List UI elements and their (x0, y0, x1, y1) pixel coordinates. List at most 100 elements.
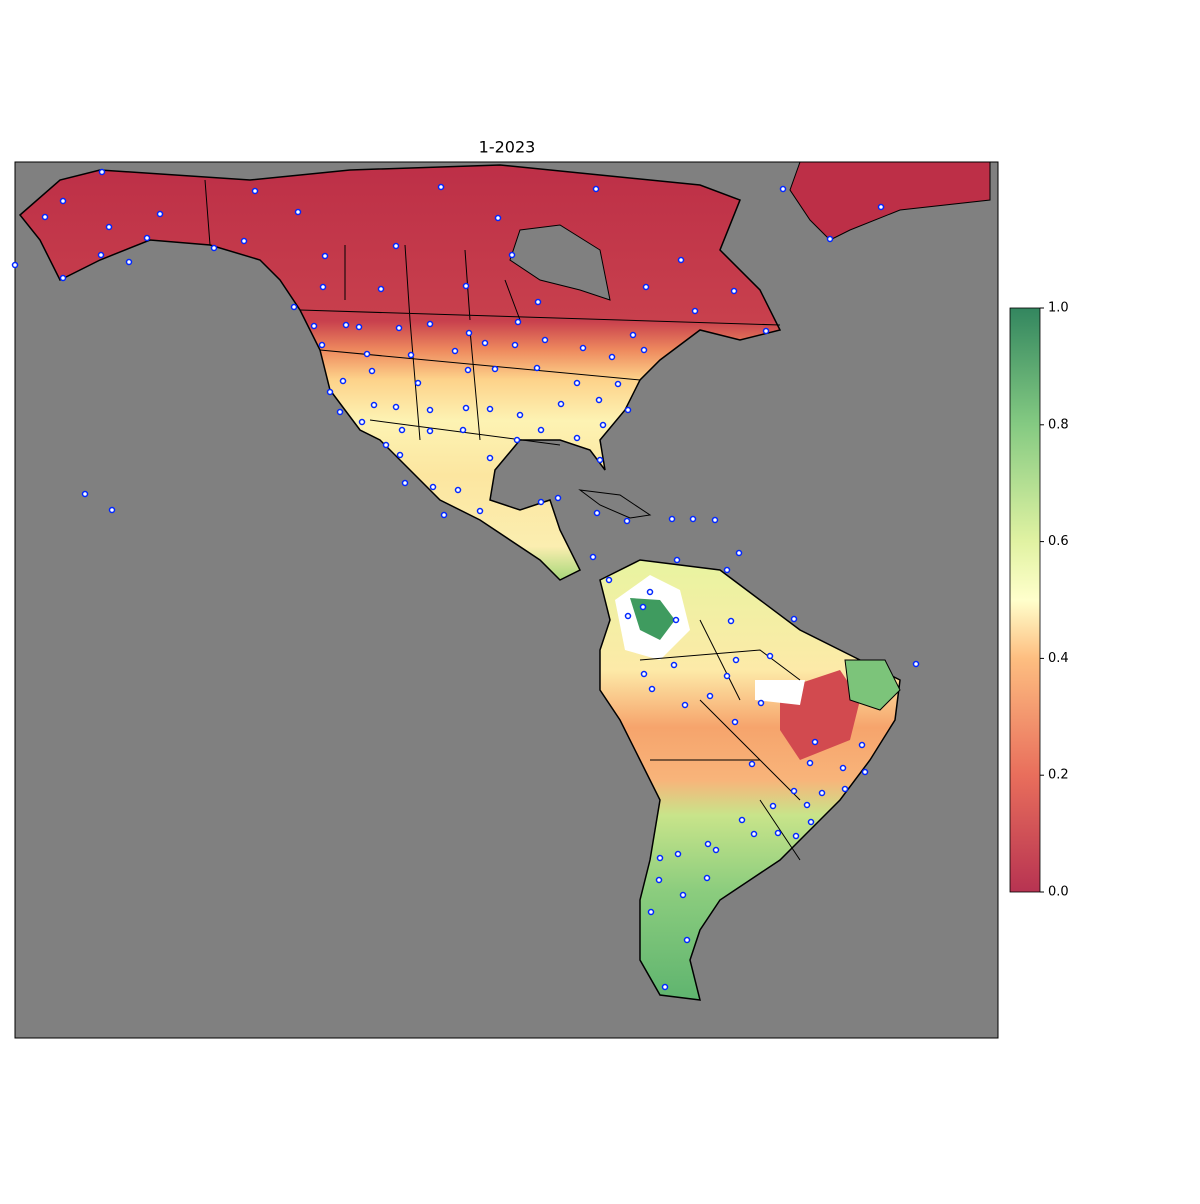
station-dot (451, 347, 459, 355)
station-dot (673, 556, 681, 564)
station-dot (514, 318, 522, 326)
station-dot (608, 353, 616, 361)
colorbar-tick-label: 0.2 (1048, 768, 1069, 783)
station-dot (806, 759, 814, 767)
map-title: 1-2023 (479, 138, 536, 157)
station-dot (689, 515, 697, 523)
station-dot (426, 406, 434, 414)
station-dot (648, 685, 656, 693)
station-dot (143, 234, 151, 242)
station-dot (513, 436, 521, 444)
map-area (11, 161, 999, 1039)
station-dot (336, 408, 344, 416)
station-dot (677, 256, 685, 264)
greenland (789, 161, 991, 241)
station-dot (125, 258, 133, 266)
station-dot (596, 456, 604, 464)
station-dot (541, 336, 549, 344)
station-dot (912, 660, 920, 668)
station-dot (537, 426, 545, 434)
station-dot (59, 274, 67, 282)
station-dot (792, 832, 800, 840)
station-dot (156, 210, 164, 218)
station-dot (672, 616, 680, 624)
station-dot (640, 670, 648, 678)
station-dot (748, 760, 756, 768)
station-dot (670, 661, 678, 669)
station-dot (704, 840, 712, 848)
station-dot (766, 652, 774, 660)
station-dot (703, 874, 711, 882)
station-dot (642, 283, 650, 291)
station-dot (486, 454, 494, 462)
station-dot (803, 801, 811, 809)
station-dot (476, 507, 484, 515)
station-dot (486, 405, 494, 413)
station-dot (511, 341, 519, 349)
station-dot (481, 339, 489, 347)
station-dot (681, 701, 689, 709)
station-dot (392, 403, 400, 411)
station-dot (554, 494, 562, 502)
colorbar-tick-label: 1.0 (1048, 301, 1069, 316)
station-dot (614, 380, 622, 388)
colorbar-ticks: 0.0 0.2 0.4 0.6 0.8 1.0 (1040, 301, 1069, 900)
station-dot (508, 251, 516, 259)
station-dot (691, 307, 699, 315)
station-dot (762, 327, 770, 335)
station-dot (624, 612, 632, 620)
station-dot (593, 509, 601, 517)
station-dot (342, 321, 350, 329)
station-dot (623, 517, 631, 525)
station-dot (629, 331, 637, 339)
station-dot (290, 303, 298, 311)
station-dot (579, 344, 587, 352)
station-dot (462, 282, 470, 290)
station-dot (790, 615, 798, 623)
station-dot (779, 185, 787, 193)
station-dot (826, 235, 834, 243)
station-dot (108, 506, 116, 514)
colorbar (1009, 307, 1041, 893)
station-dot (339, 377, 347, 385)
station-dot (395, 324, 403, 332)
station-dot (639, 603, 647, 611)
station-dot (537, 498, 545, 506)
station-dot (592, 185, 600, 193)
station-dot (656, 854, 664, 862)
station-dot (818, 789, 826, 797)
station-dot (757, 699, 765, 707)
station-dot (646, 588, 654, 596)
station-dot (59, 197, 67, 205)
brazil-central (755, 680, 805, 705)
station-dot (661, 983, 669, 991)
station-dot (414, 379, 422, 387)
station-dot (858, 741, 866, 749)
station-dot (392, 242, 400, 250)
station-dot (861, 768, 869, 776)
station-dot (437, 183, 445, 191)
station-dot (727, 617, 735, 625)
colorbar-tick-label: 0.8 (1048, 417, 1069, 432)
station-dot (398, 426, 406, 434)
station-dot (533, 364, 541, 372)
station-dot (640, 346, 648, 354)
station-dot (210, 244, 218, 252)
station-dot (396, 451, 404, 459)
cuba (578, 489, 652, 519)
station-dot (624, 406, 632, 414)
station-dot (712, 846, 720, 854)
station-dot (429, 483, 437, 491)
station-dot (706, 692, 714, 700)
hudson-bay (509, 224, 611, 301)
station-dot (589, 553, 597, 561)
station-dot (407, 351, 415, 359)
stations (11, 168, 920, 991)
station-dot (105, 223, 113, 231)
station-dot (841, 785, 849, 793)
station-dot (735, 549, 743, 557)
station-dot (363, 350, 371, 358)
station-dot (668, 515, 676, 523)
station-dot (358, 418, 366, 426)
